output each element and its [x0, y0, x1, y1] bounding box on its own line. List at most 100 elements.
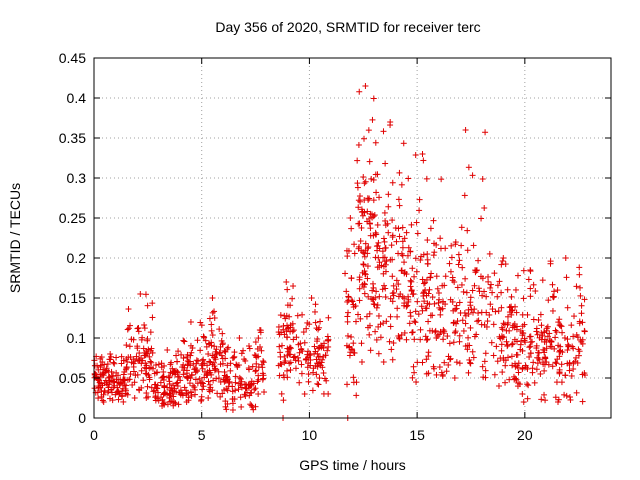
- data-point: [475, 285, 482, 292]
- data-point: [408, 287, 415, 294]
- data-point: [482, 374, 489, 381]
- data-point: [164, 384, 171, 391]
- data-point: [290, 327, 297, 334]
- data-point: [517, 346, 524, 353]
- data-point: [374, 264, 381, 271]
- plot-frame: [93, 57, 612, 419]
- data-point: [308, 295, 315, 301]
- data-point: [414, 359, 421, 366]
- data-point: [410, 363, 417, 370]
- data-point: [429, 294, 436, 301]
- data-point: [556, 366, 563, 373]
- data-point: [364, 263, 371, 270]
- data-point: [545, 361, 552, 368]
- y-tick-label: 0.4: [67, 90, 87, 106]
- data-point: [157, 379, 164, 386]
- y-tick-label: 0.1: [67, 330, 87, 346]
- data-point: [369, 287, 376, 294]
- data-point: [98, 388, 105, 395]
- data-point: [436, 364, 443, 371]
- data-point: [519, 390, 526, 397]
- data-point: [355, 204, 362, 211]
- data-point: [240, 347, 247, 354]
- data-point: [165, 374, 172, 381]
- data-point: [423, 337, 430, 344]
- data-point: [411, 336, 418, 343]
- data-point: [278, 390, 285, 397]
- data-point: [305, 371, 312, 378]
- data-point: [425, 290, 432, 297]
- data-point: [481, 204, 488, 211]
- data-point: [280, 322, 287, 329]
- data-point: [413, 379, 420, 385]
- data-point: [401, 235, 408, 242]
- data-point: [373, 288, 380, 295]
- data-point: [506, 304, 513, 311]
- data-point: [462, 275, 469, 282]
- data-point: [487, 301, 494, 308]
- y-tick-label: 0.25: [59, 210, 86, 226]
- data-point: [284, 286, 291, 293]
- data-point: [107, 351, 114, 357]
- data-point: [368, 295, 375, 302]
- data-point: [366, 158, 373, 165]
- data-point: [169, 389, 176, 396]
- data-point: [374, 302, 381, 309]
- data-point: [155, 361, 162, 368]
- data-point: [91, 371, 98, 378]
- data-point: [573, 354, 580, 361]
- data-point: [289, 328, 296, 335]
- data-point: [142, 291, 149, 298]
- data-point: [456, 257, 463, 264]
- data-point: [475, 310, 482, 317]
- data-point: [486, 250, 493, 257]
- data-point: [309, 387, 316, 394]
- data-point: [499, 257, 506, 264]
- data-point: [151, 381, 158, 388]
- data-point: [222, 348, 229, 355]
- data-point: [135, 386, 142, 393]
- data-point: [191, 384, 198, 391]
- data-point: [405, 298, 412, 305]
- data-point: [581, 296, 588, 303]
- data-point: [372, 139, 379, 146]
- data-point: [209, 332, 216, 339]
- data-point: [311, 308, 318, 315]
- data-point: [255, 391, 262, 397]
- data-point: [404, 302, 411, 309]
- data-point: [418, 303, 425, 310]
- data-point: [360, 261, 367, 268]
- data-point: [408, 221, 415, 228]
- data-point: [196, 375, 203, 382]
- data-point: [356, 243, 363, 250]
- data-point: [374, 221, 381, 228]
- data-point: [198, 397, 205, 404]
- data-point: [413, 219, 420, 226]
- data-point: [509, 307, 516, 314]
- data-point: [246, 384, 253, 391]
- data-point: [150, 388, 157, 395]
- data-point: [377, 334, 384, 341]
- data-point: [365, 127, 372, 134]
- data-point: [479, 275, 486, 282]
- data-point: [139, 334, 146, 341]
- data-point: [493, 343, 500, 350]
- data-point: [217, 349, 224, 356]
- data-point: [446, 260, 453, 267]
- data-point: [440, 298, 447, 305]
- data-point: [520, 295, 527, 302]
- data-point: [118, 379, 125, 386]
- data-point: [361, 197, 368, 204]
- data-point: [431, 365, 438, 372]
- data-point: [141, 325, 148, 332]
- data-point: [504, 321, 511, 328]
- data-point: [419, 151, 426, 157]
- data-point: [187, 352, 194, 359]
- y-tick-label: 0.15: [59, 290, 86, 306]
- data-point: [360, 261, 367, 268]
- data-point: [284, 352, 291, 359]
- data-point: [398, 267, 405, 274]
- data-point: [498, 289, 505, 296]
- data-point: [545, 297, 552, 304]
- data-point: [105, 374, 112, 381]
